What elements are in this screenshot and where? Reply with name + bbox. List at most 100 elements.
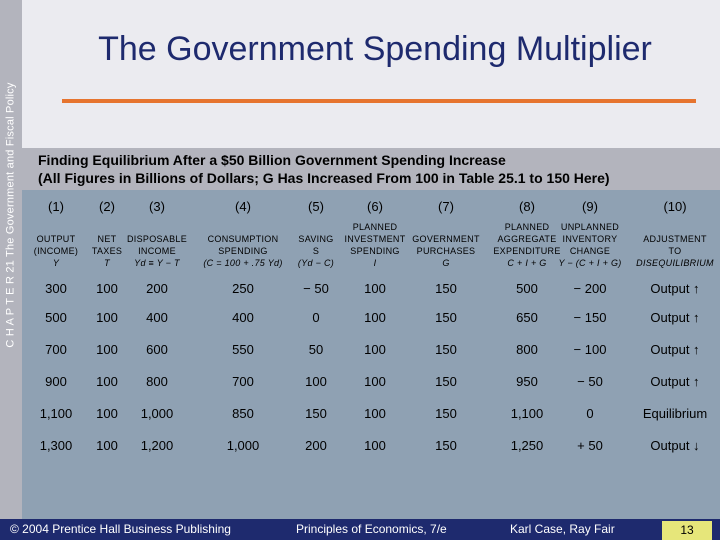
column-header-line: PURCHASES — [416, 246, 476, 256]
chapter-side-label-text: C H A P T E R 21 The Government and Fisc… — [5, 82, 18, 348]
table-cell: 100 — [364, 374, 386, 389]
table-cell: Output ↑ — [650, 342, 700, 357]
table-cell: 300 — [45, 281, 67, 296]
table-cell: 850 — [232, 406, 254, 421]
footer-authors: Karl Case, Ray Fair — [510, 522, 615, 536]
table-cell: 900 — [45, 374, 67, 389]
table-cell: 1,250 — [510, 438, 544, 453]
table-cell: − 50 — [303, 281, 329, 296]
table-cell: 100 — [96, 342, 118, 357]
footer-book: Principles of Economics, 7/e — [296, 522, 447, 536]
table-cell: 100 — [364, 406, 386, 421]
table-cell: 150 — [435, 342, 457, 357]
column-number: (6) — [367, 199, 383, 214]
table-cell: Output ↑ — [650, 310, 700, 325]
table-caption-box: Finding Equilibrium After a $50 Billion … — [22, 148, 720, 190]
table-cell: 100 — [96, 310, 118, 325]
column-number: (2) — [99, 199, 115, 214]
table-cell: 1,000 — [140, 406, 174, 421]
table-cell: 1,000 — [226, 438, 260, 453]
column-header-line: S — [312, 246, 320, 256]
table-cell: 700 — [45, 342, 67, 357]
column-header-line: SAVING — [298, 234, 334, 244]
left-side-band — [0, 0, 22, 540]
column-header-symbol: (Yd − C) — [297, 258, 335, 268]
table-cell: 650 — [516, 310, 538, 325]
column-header-line: TO — [668, 246, 682, 256]
column-number: (8) — [519, 199, 535, 214]
column-header-symbol: G — [442, 258, 450, 268]
table-cell: 200 — [146, 281, 168, 296]
table-cell: 150 — [435, 281, 457, 296]
column-header-line: SPENDING — [350, 246, 400, 256]
multiplier-table — [22, 190, 720, 519]
table-cell: 150 — [305, 406, 327, 421]
title-underline-rule — [62, 99, 696, 103]
table-cell: + 50 — [577, 438, 603, 453]
column-header-line: INVENTORY — [562, 234, 618, 244]
table-cell: Output ↑ — [650, 374, 700, 389]
column-header-symbol: DISEQUILIBRIUM — [636, 258, 714, 268]
table-cell: 100 — [364, 310, 386, 325]
column-header-symbol: T — [104, 258, 110, 268]
column-header-symbol: Y − (C + I + G) — [558, 258, 622, 268]
column-header-symbol: I — [373, 258, 377, 268]
table-cell: 500 — [516, 281, 538, 296]
column-number: (5) — [308, 199, 324, 214]
column-header-line: SPENDING — [218, 246, 268, 256]
column-number: (10) — [663, 199, 687, 214]
column-header-symbol: (C = 100 + .75 Yd) — [203, 258, 283, 268]
table-cell: 400 — [232, 310, 254, 325]
page-number: 13 — [662, 521, 712, 540]
table-cell: 1,300 — [39, 438, 73, 453]
table-cell: 500 — [45, 310, 67, 325]
table-cell: Output ↓ — [650, 438, 700, 453]
table-cell: 400 — [146, 310, 168, 325]
column-header-line: PLANNED — [504, 222, 550, 232]
column-header-line: NET — [97, 234, 117, 244]
table-cell: 100 — [96, 406, 118, 421]
table-cell: 100 — [364, 342, 386, 357]
table-cell: 100 — [364, 438, 386, 453]
title-area — [22, 0, 720, 148]
column-header-line: GOVERNMENT — [412, 234, 480, 244]
table-cell: − 50 — [577, 374, 603, 389]
table-cell: 50 — [308, 342, 324, 357]
column-header-symbol: Y — [52, 258, 60, 268]
table-cell: 100 — [305, 374, 327, 389]
table-cell: 550 — [232, 342, 254, 357]
column-header-line: PLANNED — [352, 222, 398, 232]
column-header-line: (INCOME) — [33, 246, 79, 256]
table-cell: 1,200 — [140, 438, 174, 453]
table-cell: 950 — [516, 374, 538, 389]
table-cell: Output ↑ — [650, 281, 700, 296]
table-cell: 150 — [435, 406, 457, 421]
table-cell: − 200 — [573, 281, 607, 296]
table-cell: 150 — [435, 374, 457, 389]
table-cell: 800 — [516, 342, 538, 357]
column-header-line: TAXES — [91, 246, 123, 256]
table-cell: 0 — [312, 310, 320, 325]
table-cell: 100 — [96, 438, 118, 453]
column-header-line: AGGREGATE — [497, 234, 557, 244]
column-header-line: UNPLANNED — [560, 222, 620, 232]
table-cell: 700 — [232, 374, 254, 389]
footer-copyright: © 2004 Prentice Hall Business Publishing — [10, 522, 231, 536]
column-number: (9) — [582, 199, 598, 214]
column-header-line: ADJUSTMENT — [643, 234, 707, 244]
column-number: (4) — [235, 199, 251, 214]
table-cell: − 100 — [573, 342, 607, 357]
column-header-line: OUTPUT — [36, 234, 76, 244]
table-cell: Equilibrium — [642, 406, 708, 421]
column-number: (3) — [149, 199, 165, 214]
column-header-line: DISPOSABLE — [126, 234, 188, 244]
slide-footer: © 2004 Prentice Hall Business Publishing… — [0, 519, 720, 540]
slide-title: The Government Spending Multiplier — [98, 30, 652, 68]
table-cell: 100 — [96, 374, 118, 389]
table-cell: 1,100 — [39, 406, 73, 421]
table-cell: 250 — [232, 281, 254, 296]
column-header-line: EXPENDITURE — [493, 246, 561, 256]
column-number: (1) — [48, 199, 64, 214]
caption-line-1: Finding Equilibrium After a $50 Billion … — [38, 152, 506, 168]
column-header-line: INVESTMENT — [344, 234, 406, 244]
